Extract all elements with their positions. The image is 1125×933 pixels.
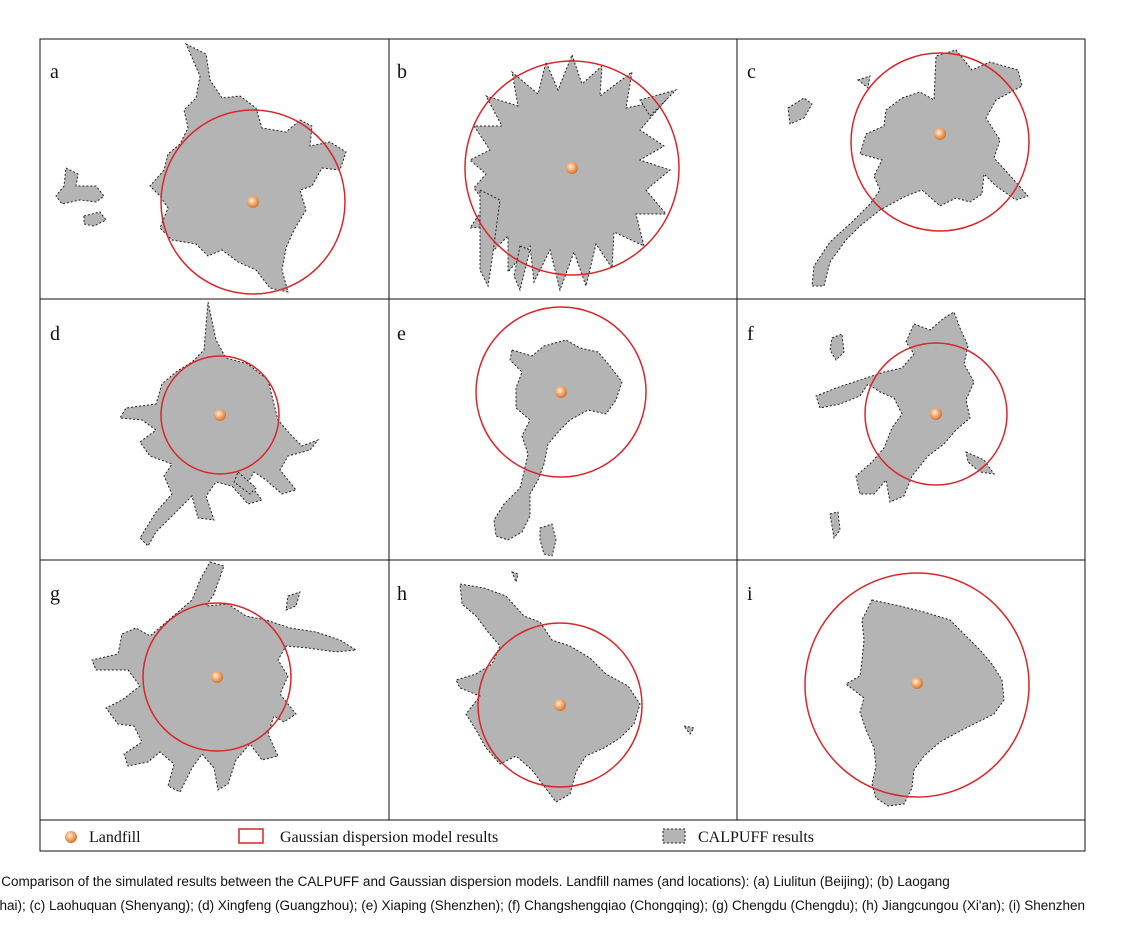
calpuff-plume [91, 561, 358, 793]
panel-letter: c [747, 61, 756, 83]
panel-h [455, 571, 695, 803]
panel-letter: i [747, 583, 753, 605]
legend-landfill-label: Landfill [89, 829, 141, 846]
legend-calpuff-label: CALPUFF results [698, 829, 814, 846]
panel-letter: h [397, 583, 407, 605]
landfill-marker [247, 196, 259, 208]
gaussian-circle [804, 572, 1030, 798]
panel-f [815, 311, 1008, 540]
panel-letter: f [747, 323, 754, 345]
panel-e [475, 306, 647, 557]
figure-canvas: a b c d e f g h i Landfill Gaussian disp… [39, 38, 1086, 852]
calpuff-plume [455, 571, 695, 803]
panel-c [787, 49, 1030, 287]
landfill-marker [911, 677, 923, 689]
landfill-marker [934, 128, 946, 140]
calpuff-plume [815, 311, 996, 540]
panel-d [119, 301, 320, 547]
panel-letter: d [50, 323, 60, 345]
calpuff-plume [493, 339, 623, 557]
gaussian-legend-icon [238, 828, 264, 844]
gaussian-circle [475, 306, 647, 478]
caption-line-2: (Shanghai); (c) Laohuquan (Shenyang); (d… [0, 898, 1085, 913]
gaussian-circle [160, 355, 280, 475]
legend: Landfill Gaussian dispersion model resul… [65, 828, 814, 846]
panel-a [55, 42, 347, 295]
gaussian-circle [464, 60, 680, 276]
calpuff-plume [845, 599, 1005, 807]
landfill-legend-icon [65, 831, 77, 843]
gaussian-circle [142, 602, 292, 752]
legend-gaussian-label: Gaussian dispersion model results [280, 829, 498, 846]
calpuff-plume [119, 301, 320, 547]
calpuff-plume [55, 42, 347, 293]
landfill-marker [214, 409, 226, 421]
gaussian-circle [864, 342, 1008, 486]
gaussian-circle [477, 622, 643, 788]
calpuff-legend-icon [662, 828, 686, 844]
figure-caption: Fig. 3. Comparison of the simulated resu… [0, 870, 1125, 920]
panel-b [464, 53, 680, 292]
panel-letter: g [50, 583, 60, 605]
gaussian-circle [850, 52, 1030, 232]
calpuff-plume [787, 49, 1029, 287]
landfill-marker [555, 386, 567, 398]
panel-grid [39, 38, 1086, 852]
gaussian-circle [160, 109, 346, 295]
landfill-marker [566, 162, 578, 174]
panel-i [804, 572, 1030, 807]
caption-line-1: Fig. 3. Comparison of the simulated resu… [0, 874, 950, 889]
landfill-marker [211, 671, 223, 683]
panel-g [91, 561, 358, 793]
panel-letter: a [50, 61, 59, 83]
landfill-marker [554, 699, 566, 711]
panel-letter: e [397, 323, 406, 345]
panel-letter: b [397, 61, 407, 83]
landfill-marker [930, 408, 942, 420]
